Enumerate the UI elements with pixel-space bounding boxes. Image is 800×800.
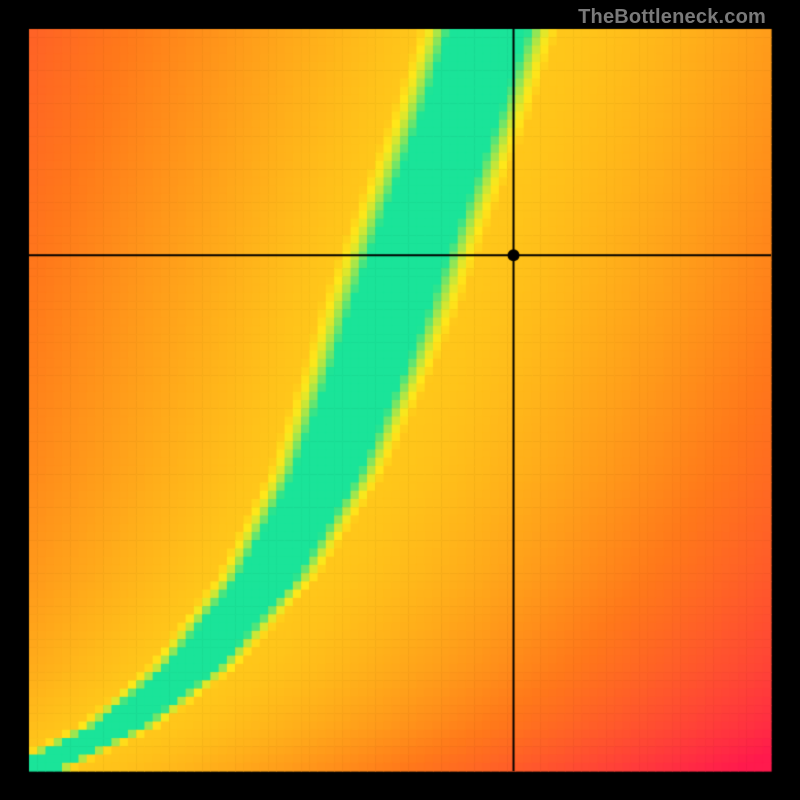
heatmap-canvas xyxy=(0,0,800,800)
bottleneck-heatmap-chart: TheBottleneck.com xyxy=(0,0,800,800)
attribution-text: TheBottleneck.com xyxy=(578,6,766,29)
